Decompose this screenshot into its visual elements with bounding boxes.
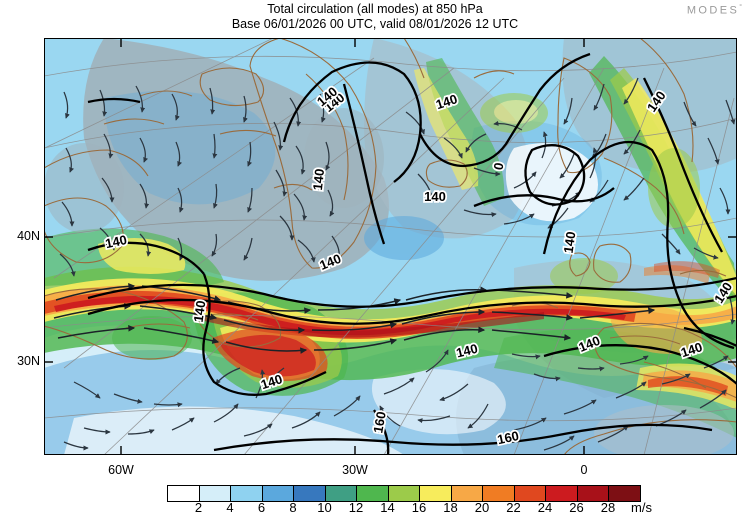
colorbar-swatch-9[interactable]: [451, 486, 483, 501]
map-frame: [44, 38, 737, 455]
colorbar-tick-2: 2: [194, 500, 203, 515]
axis-label-lat-40n: 40N: [17, 229, 40, 243]
contour-label-140-4: 140: [424, 189, 446, 204]
colorbar-tick-20: 20: [474, 500, 490, 515]
colorbar-tick-4: 4: [226, 500, 234, 515]
colorbar-tick-6: 6: [257, 500, 266, 515]
contour-label-halo: 140: [561, 231, 579, 255]
axis-label-lon-30w: 30W: [342, 463, 368, 477]
colorbar-swatch-8[interactable]: [420, 486, 452, 501]
contour-label-140-12: 140: [259, 371, 284, 392]
chart-subtitle: Base 06/01/2026 00 UTC, valid 08/01/2026…: [231, 17, 519, 31]
colorbar-tick-8: 8: [289, 500, 297, 515]
contour-label-halo: 140: [455, 341, 480, 361]
brand-logo: MODES°: [687, 4, 742, 17]
colorbar-swatch-1[interactable]: [199, 486, 231, 501]
contour-label-140-1: 140: [434, 91, 459, 112]
contour-label-halo: 160: [496, 428, 520, 447]
contour-label-halo: 140: [424, 189, 446, 204]
colorbar-swatch-7[interactable]: [388, 486, 420, 501]
map-panel[interactable]: 140 140 140 140 140 140 140 140 140 140 0 0 140 140 14…: [44, 38, 737, 455]
colorbar-unit-label: m/s: [631, 500, 652, 515]
colorbar-swatches[interactable]: [167, 485, 641, 502]
streamline-arrows: [53, 77, 736, 451]
colorbar-tick-16: 16: [411, 500, 427, 515]
colorbar-tick-18: 18: [443, 500, 458, 515]
colorbar-swatch-14[interactable]: [609, 486, 640, 501]
contour-lines: [87, 52, 737, 455]
contour-label-140-10: 140: [104, 232, 128, 251]
axis-label-lon-0: 0: [580, 463, 588, 477]
colorbar-swatch-11[interactable]: [514, 486, 546, 501]
page-title: Total circulation (all modes) at 850 hPa: [267, 2, 483, 16]
colorbar-swatch-6[interactable]: [357, 486, 389, 501]
contour-label-140-11: 140: [191, 300, 209, 324]
colorbar-tick-22: 22: [506, 500, 521, 515]
colorbar-tick-labels: 2 4 6 8 10 12 14 16 18 20 22 24 26 28: [167, 500, 637, 516]
brand-mark: °: [739, 4, 742, 11]
axis-label-lon-60w: 60W: [108, 463, 134, 477]
colorbar-swatch-0[interactable]: [168, 486, 200, 501]
contour-label-140-3: 140: [310, 168, 327, 191]
colorbar-swatch-3[interactable]: [262, 486, 294, 501]
colorbar-swatch-4[interactable]: [294, 486, 326, 501]
contour-label-halo: 140: [104, 232, 128, 251]
colorbar-tick-12: 12: [348, 500, 364, 515]
colorbar-swatch-12[interactable]: [546, 486, 578, 501]
axis-ticks: [44, 38, 737, 455]
contour-label-140-6: 140: [561, 231, 579, 255]
chart-title-block: Total circulation (all modes) at 850 hPa…: [0, 2, 750, 32]
colorbar-swatch-13[interactable]: [577, 486, 609, 501]
colorbar-swatch-5[interactable]: [325, 486, 357, 501]
colorbar[interactable]: [167, 485, 641, 502]
colorbar-tick-10: 10: [317, 500, 332, 515]
colorbar-tick-28: 28: [600, 500, 616, 515]
colorbar-tick-24: 24: [537, 500, 553, 515]
contour-label-140-13: 140: [455, 341, 480, 361]
brand-text: MODES: [686, 4, 740, 17]
contour-label-140-15: 140: [679, 339, 704, 360]
colorbar-tick-14: 14: [380, 500, 395, 515]
contour-label-halo: 140: [191, 300, 209, 324]
colorbar-swatch-2[interactable]: [231, 486, 263, 501]
axis-label-lat-30n: 30N: [17, 354, 40, 368]
contour-label-0-5: 0: [491, 161, 507, 171]
colorbar-tick-26: 26: [569, 500, 584, 515]
contour-label-160-17: 160: [370, 410, 389, 434]
colorbar-swatch-10[interactable]: [483, 486, 515, 501]
contour-label-160-16: 160: [496, 428, 520, 447]
contour-label-halo: 160: [370, 410, 389, 434]
contour-label-halo: 140: [310, 168, 327, 191]
